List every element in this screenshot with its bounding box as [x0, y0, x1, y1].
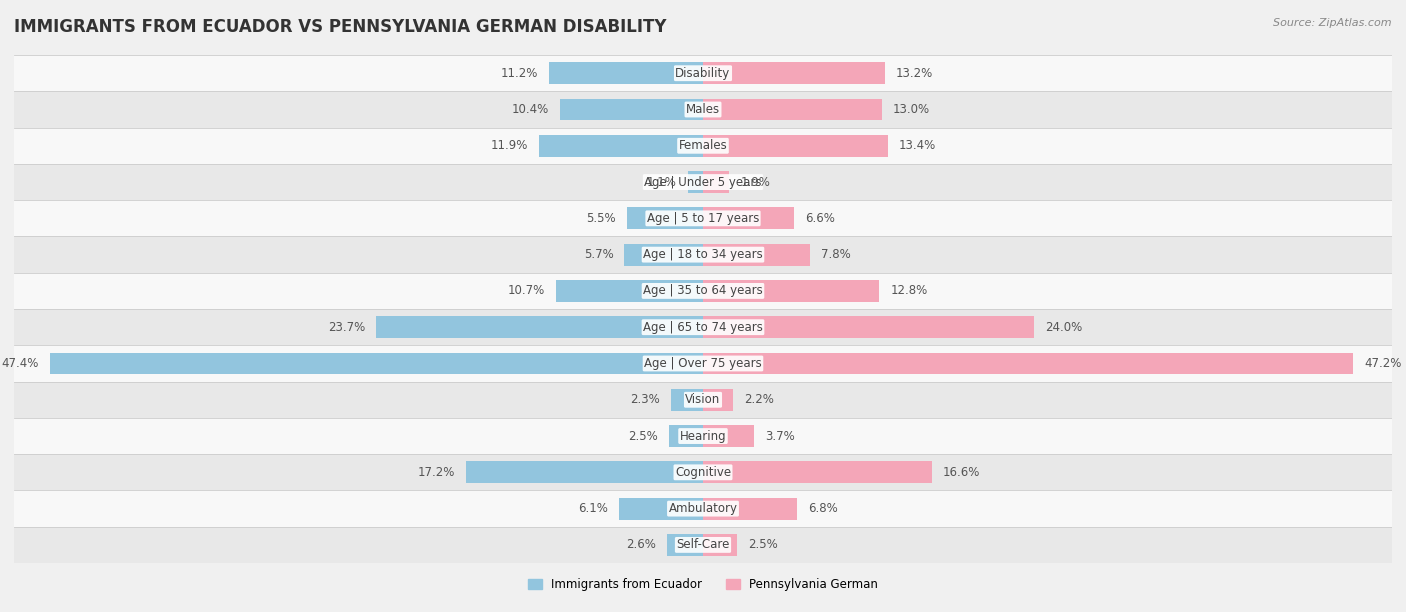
Bar: [538, 135, 703, 157]
Text: Age | 18 to 34 years: Age | 18 to 34 years: [643, 248, 763, 261]
Bar: [703, 425, 754, 447]
Text: Hearing: Hearing: [679, 430, 727, 442]
Text: 13.0%: 13.0%: [893, 103, 931, 116]
Text: 13.4%: 13.4%: [898, 140, 936, 152]
Bar: [703, 389, 734, 411]
Text: 2.5%: 2.5%: [628, 430, 658, 442]
Text: 24.0%: 24.0%: [1045, 321, 1083, 334]
Text: Age | 5 to 17 years: Age | 5 to 17 years: [647, 212, 759, 225]
Text: Ambulatory: Ambulatory: [668, 502, 738, 515]
Text: 2.2%: 2.2%: [744, 394, 775, 406]
Text: Self-Care: Self-Care: [676, 539, 730, 551]
Text: 5.5%: 5.5%: [586, 212, 616, 225]
Bar: [703, 99, 882, 121]
Text: 10.4%: 10.4%: [512, 103, 548, 116]
Bar: [703, 207, 794, 230]
Bar: [49, 353, 703, 375]
Text: 16.6%: 16.6%: [943, 466, 980, 479]
Bar: [14, 345, 1392, 382]
Text: 5.7%: 5.7%: [583, 248, 613, 261]
Text: Age | 35 to 64 years: Age | 35 to 64 years: [643, 285, 763, 297]
Bar: [14, 236, 1392, 273]
Bar: [668, 534, 703, 556]
Bar: [688, 171, 703, 193]
Bar: [703, 461, 932, 483]
Bar: [669, 425, 703, 447]
Text: 13.2%: 13.2%: [896, 67, 934, 80]
Text: 2.5%: 2.5%: [748, 539, 778, 551]
Text: Vision: Vision: [685, 394, 721, 406]
Bar: [14, 490, 1392, 527]
Bar: [555, 280, 703, 302]
Bar: [703, 353, 1354, 375]
Bar: [548, 62, 703, 84]
Bar: [703, 316, 1033, 338]
Text: 2.6%: 2.6%: [626, 539, 657, 551]
Bar: [14, 55, 1392, 91]
Bar: [14, 309, 1392, 345]
Text: 11.2%: 11.2%: [501, 67, 537, 80]
Text: 1.9%: 1.9%: [740, 176, 770, 188]
Text: 1.1%: 1.1%: [647, 176, 676, 188]
Bar: [14, 454, 1392, 490]
Bar: [14, 91, 1392, 128]
Text: Males: Males: [686, 103, 720, 116]
Bar: [14, 527, 1392, 563]
Text: 6.1%: 6.1%: [578, 502, 607, 515]
Bar: [703, 135, 887, 157]
Text: 11.9%: 11.9%: [491, 140, 529, 152]
Text: 17.2%: 17.2%: [418, 466, 456, 479]
Bar: [14, 164, 1392, 200]
Bar: [703, 244, 810, 266]
Text: Disability: Disability: [675, 67, 731, 80]
Text: 12.8%: 12.8%: [890, 285, 928, 297]
Bar: [465, 461, 703, 483]
Text: 6.6%: 6.6%: [806, 212, 835, 225]
Text: 7.8%: 7.8%: [821, 248, 851, 261]
Bar: [703, 498, 797, 520]
Bar: [14, 382, 1392, 418]
Text: 47.4%: 47.4%: [1, 357, 39, 370]
Bar: [703, 171, 730, 193]
Text: Source: ZipAtlas.com: Source: ZipAtlas.com: [1274, 18, 1392, 28]
Text: IMMIGRANTS FROM ECUADOR VS PENNSYLVANIA GERMAN DISABILITY: IMMIGRANTS FROM ECUADOR VS PENNSYLVANIA …: [14, 18, 666, 36]
Bar: [627, 207, 703, 230]
Text: Age | Under 5 years: Age | Under 5 years: [644, 176, 762, 188]
Bar: [703, 280, 879, 302]
Text: 47.2%: 47.2%: [1364, 357, 1402, 370]
Text: 2.3%: 2.3%: [630, 394, 661, 406]
Bar: [14, 128, 1392, 164]
Text: 6.8%: 6.8%: [807, 502, 838, 515]
Bar: [560, 99, 703, 121]
Bar: [703, 534, 738, 556]
Bar: [619, 498, 703, 520]
Text: 10.7%: 10.7%: [508, 285, 544, 297]
Text: 3.7%: 3.7%: [765, 430, 794, 442]
Bar: [671, 389, 703, 411]
Bar: [703, 62, 884, 84]
Text: 23.7%: 23.7%: [328, 321, 366, 334]
Bar: [14, 418, 1392, 454]
Text: Females: Females: [679, 140, 727, 152]
Legend: Immigrants from Ecuador, Pennsylvania German: Immigrants from Ecuador, Pennsylvania Ge…: [523, 573, 883, 595]
Text: Age | Over 75 years: Age | Over 75 years: [644, 357, 762, 370]
Bar: [377, 316, 703, 338]
Bar: [14, 200, 1392, 236]
Text: Cognitive: Cognitive: [675, 466, 731, 479]
Text: Age | 65 to 74 years: Age | 65 to 74 years: [643, 321, 763, 334]
Bar: [624, 244, 703, 266]
Bar: [14, 273, 1392, 309]
